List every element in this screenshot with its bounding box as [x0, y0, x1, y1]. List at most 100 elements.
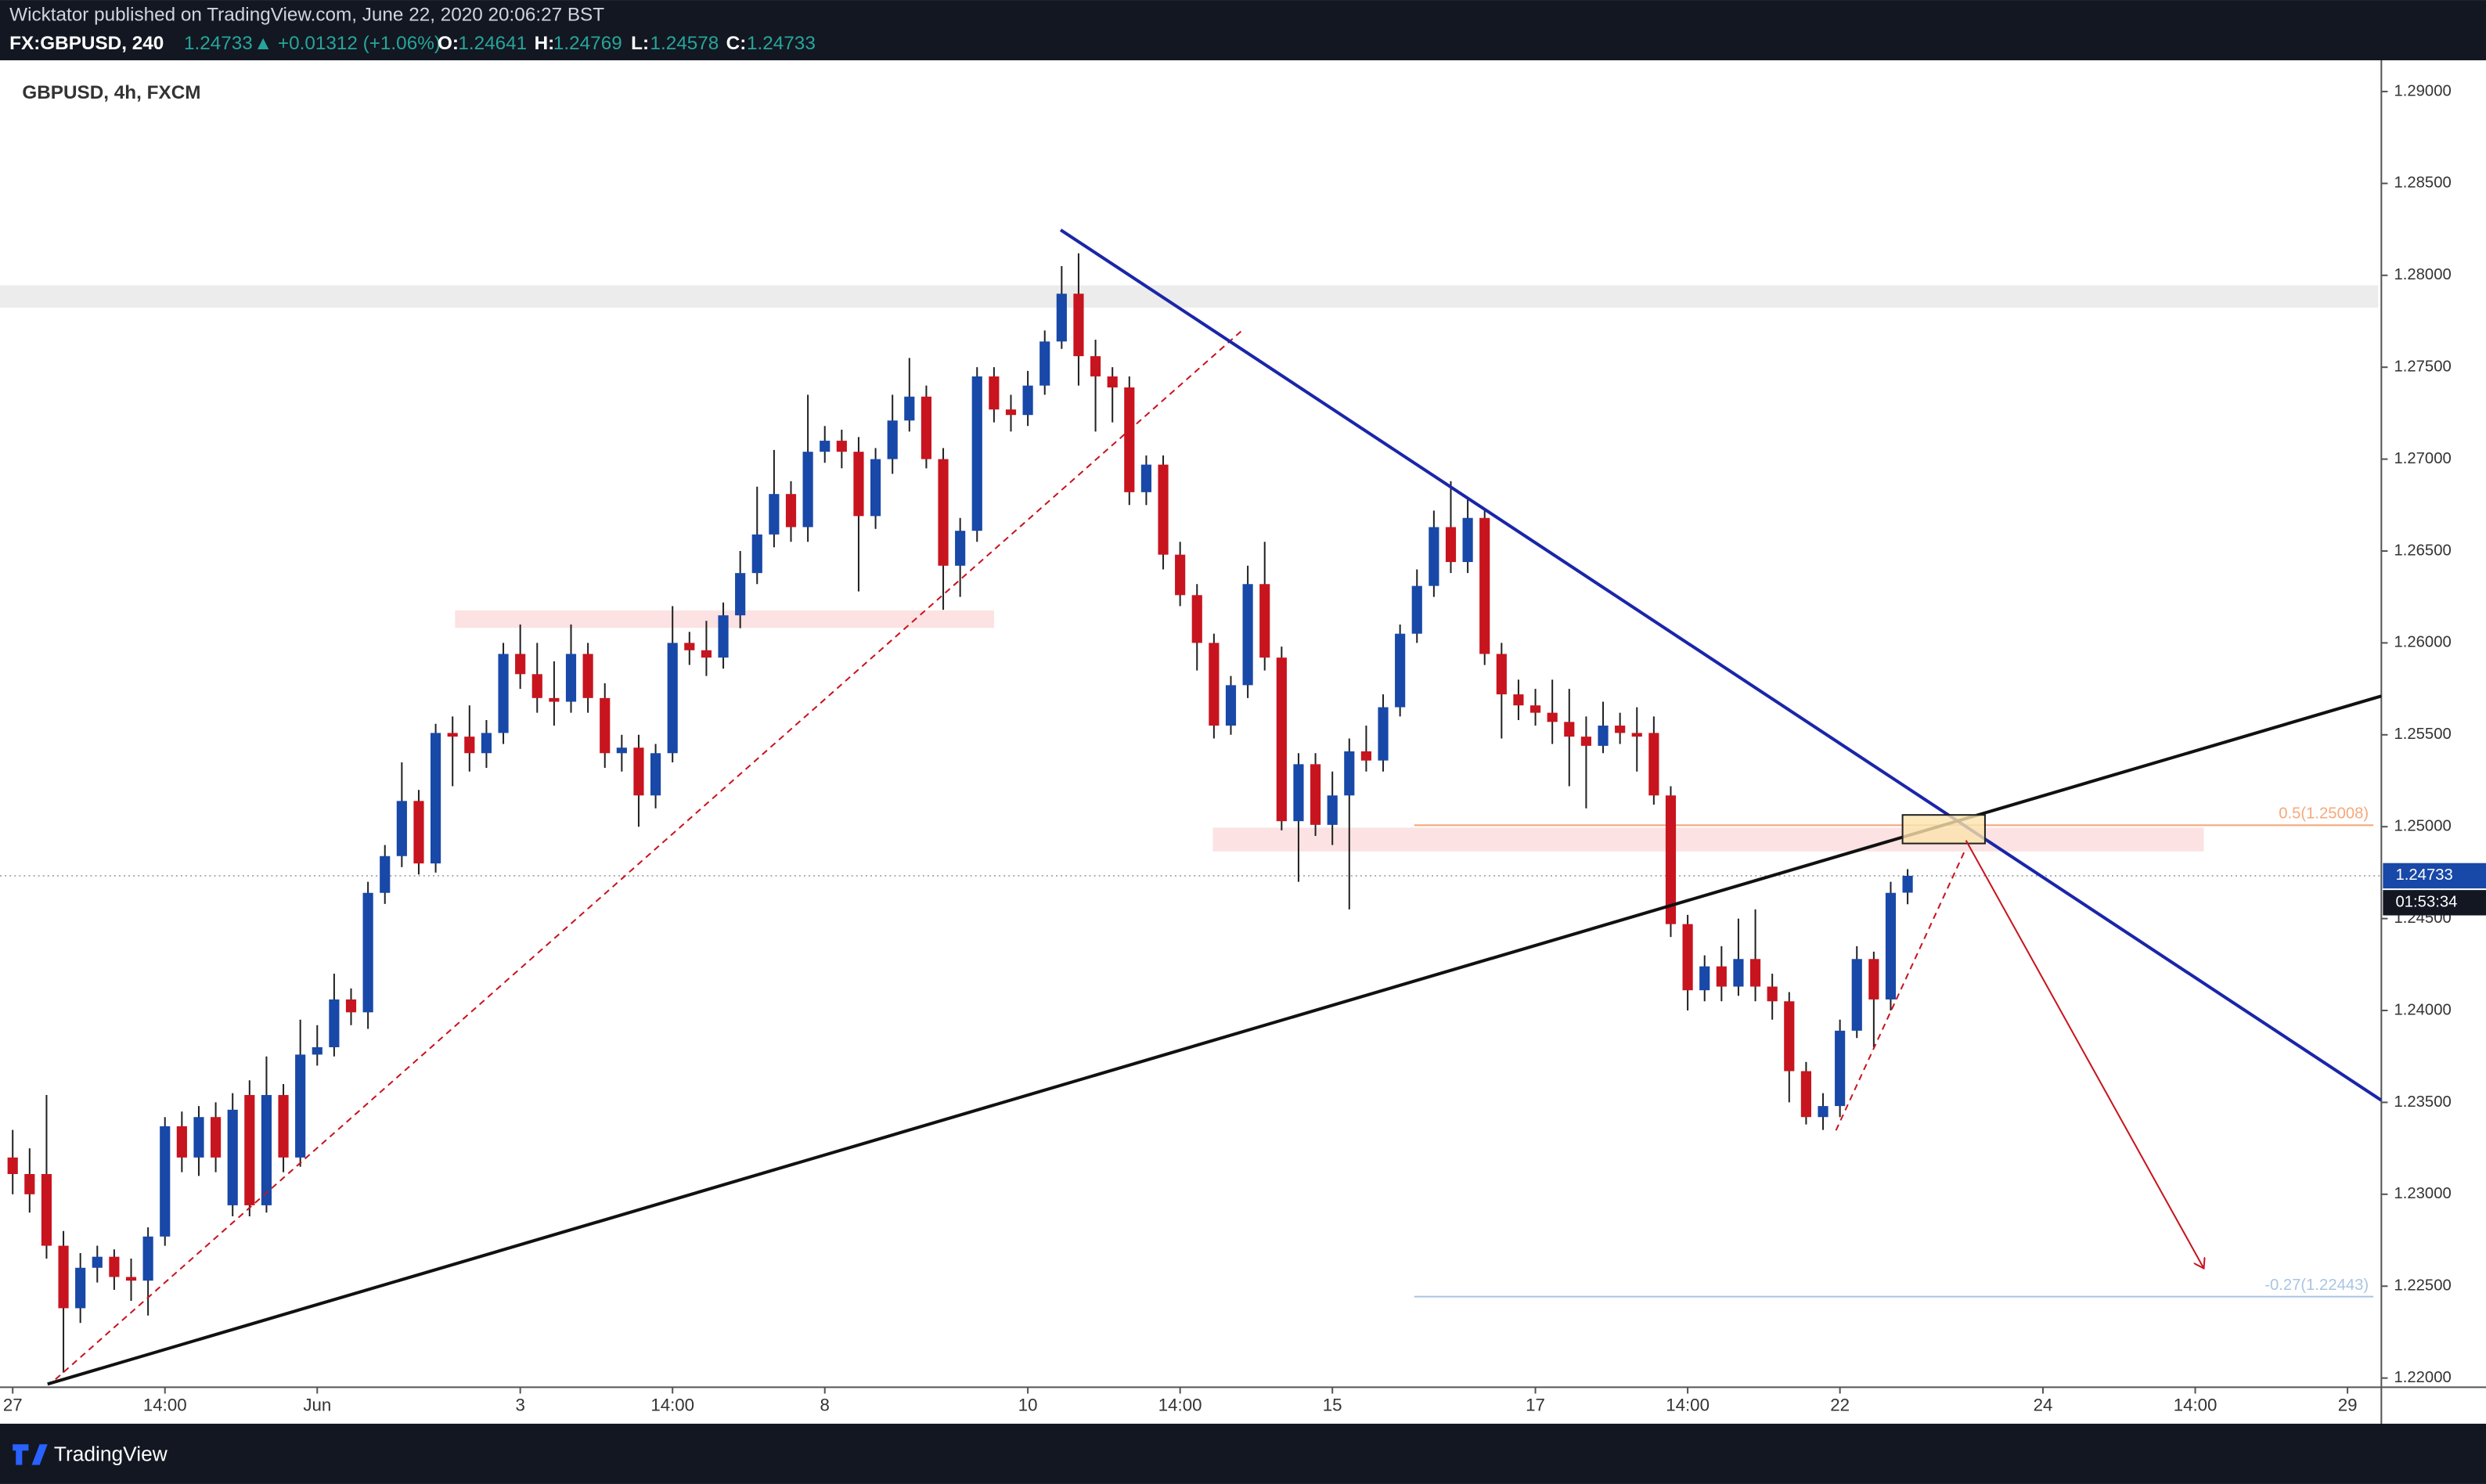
ohlc-label: O:	[438, 33, 459, 54]
candle-body	[1800, 1071, 1811, 1118]
candle-body	[1039, 341, 1050, 386]
candle-body	[1090, 356, 1101, 376]
candle-body	[1140, 464, 1152, 492]
candle-body	[1429, 527, 1439, 586]
header-bar	[0, 0, 2486, 61]
candle-body	[785, 494, 797, 528]
y-tick-label: 1.23000	[2394, 1185, 2452, 1202]
candle-body	[1749, 959, 1761, 987]
candle-body	[1209, 643, 1220, 726]
candle-body	[1445, 527, 1457, 563]
candle-body	[345, 999, 357, 1013]
ohlc-value: 1.24578	[650, 33, 719, 54]
candle-body	[904, 396, 915, 421]
candle-body	[41, 1173, 52, 1246]
candle-body	[481, 733, 492, 754]
candle-body	[735, 573, 746, 616]
last-price: 1.24733	[184, 33, 253, 54]
candle-body	[531, 674, 542, 698]
candle-body	[955, 531, 966, 566]
candle-body	[1411, 585, 1422, 634]
candle-body	[1056, 294, 1067, 342]
candle-body	[380, 855, 391, 893]
countdown: 01:53:34	[2396, 894, 2458, 911]
candle-body	[836, 441, 847, 452]
y-tick-label: 1.28500	[2394, 175, 2452, 192]
y-tick-label: 1.29000	[2394, 82, 2452, 99]
candle-body	[1175, 554, 1186, 596]
candle-body	[278, 1095, 289, 1158]
candle-body	[413, 801, 424, 864]
candle-body	[921, 396, 932, 459]
candle-body	[769, 494, 780, 535]
candle-body	[1107, 376, 1118, 387]
last-price-box	[2383, 863, 2486, 889]
y-tick-label: 1.25500	[2394, 726, 2452, 743]
candle-body	[312, 1046, 322, 1055]
x-tick-label: 14:00	[1666, 1396, 1710, 1415]
candle-body	[667, 643, 678, 754]
candle-body	[498, 654, 509, 733]
candle-body	[447, 733, 458, 737]
y-tick-label: 1.24000	[2394, 1001, 2452, 1018]
candle-body	[1259, 584, 1270, 658]
candle-body	[75, 1267, 86, 1309]
target-box	[1901, 814, 1986, 845]
candle-body	[7, 1157, 18, 1174]
candle-body	[1767, 986, 1778, 1002]
x-tick-label: 14:00	[1158, 1396, 1202, 1415]
symbol: FX:GBPUSD, 240	[9, 33, 164, 54]
y-tick-label: 1.22000	[2394, 1369, 2452, 1386]
candle-body	[1276, 657, 1287, 822]
change: ▲ +0.01312 (+1.06%)	[254, 33, 441, 54]
candle-body	[1835, 1030, 1846, 1107]
candle-body	[329, 999, 340, 1047]
candle-body	[1547, 712, 1558, 722]
ohlc-label: L:	[631, 33, 649, 54]
candle-body	[295, 1054, 306, 1158]
candle-body	[396, 801, 407, 856]
x-tick-label: 24	[2034, 1396, 2053, 1415]
fib-label: 0.5(1.25008)	[2279, 805, 2369, 822]
ohlc-value: 1.24733	[747, 33, 816, 54]
candle-body	[1513, 694, 1524, 706]
y-tick-label: 1.23500	[2394, 1093, 2452, 1111]
candle-body	[1293, 764, 1304, 822]
last-price-label: 1.24733	[2396, 866, 2453, 884]
candle-body	[109, 1256, 120, 1277]
candle-body	[565, 654, 577, 702]
support-zone	[1212, 827, 2204, 852]
candle-body	[751, 534, 762, 574]
dashed-trend	[1835, 848, 1967, 1131]
candle-body	[616, 747, 627, 754]
ohlc-label: C:	[726, 33, 747, 54]
x-tick-label: 15	[1323, 1396, 1342, 1415]
x-tick-label: 17	[1526, 1396, 1545, 1415]
candle-body	[244, 1095, 255, 1205]
candle-body	[1580, 737, 1591, 746]
x-tick-label: 22	[1830, 1396, 1850, 1415]
candle-body	[176, 1126, 187, 1158]
candle-body	[1124, 387, 1135, 492]
candle-body	[515, 654, 526, 675]
y-tick-label: 1.26000	[2394, 634, 2452, 651]
y-tick-label: 1.27500	[2394, 358, 2452, 376]
candle-body	[802, 452, 813, 528]
resistance-zone	[0, 285, 2379, 308]
y-tick-label: 1.27000	[2394, 450, 2452, 467]
candle-body	[853, 452, 864, 517]
trend-drawings	[47, 229, 2382, 1386]
candle-body	[1344, 751, 1355, 796]
candle-body	[431, 733, 441, 864]
candle-body	[1529, 705, 1541, 713]
candle-body	[1479, 517, 1490, 654]
ohlc-label: H:	[535, 33, 555, 54]
candle-body	[989, 376, 1000, 410]
candle-body	[1022, 385, 1033, 416]
candle-body	[1462, 517, 1473, 563]
fib-label: -0.27(1.22443)	[2264, 1277, 2369, 1294]
candle-body	[582, 654, 593, 698]
x-tick-label: 14:00	[2174, 1396, 2218, 1415]
candle-body	[971, 376, 982, 531]
